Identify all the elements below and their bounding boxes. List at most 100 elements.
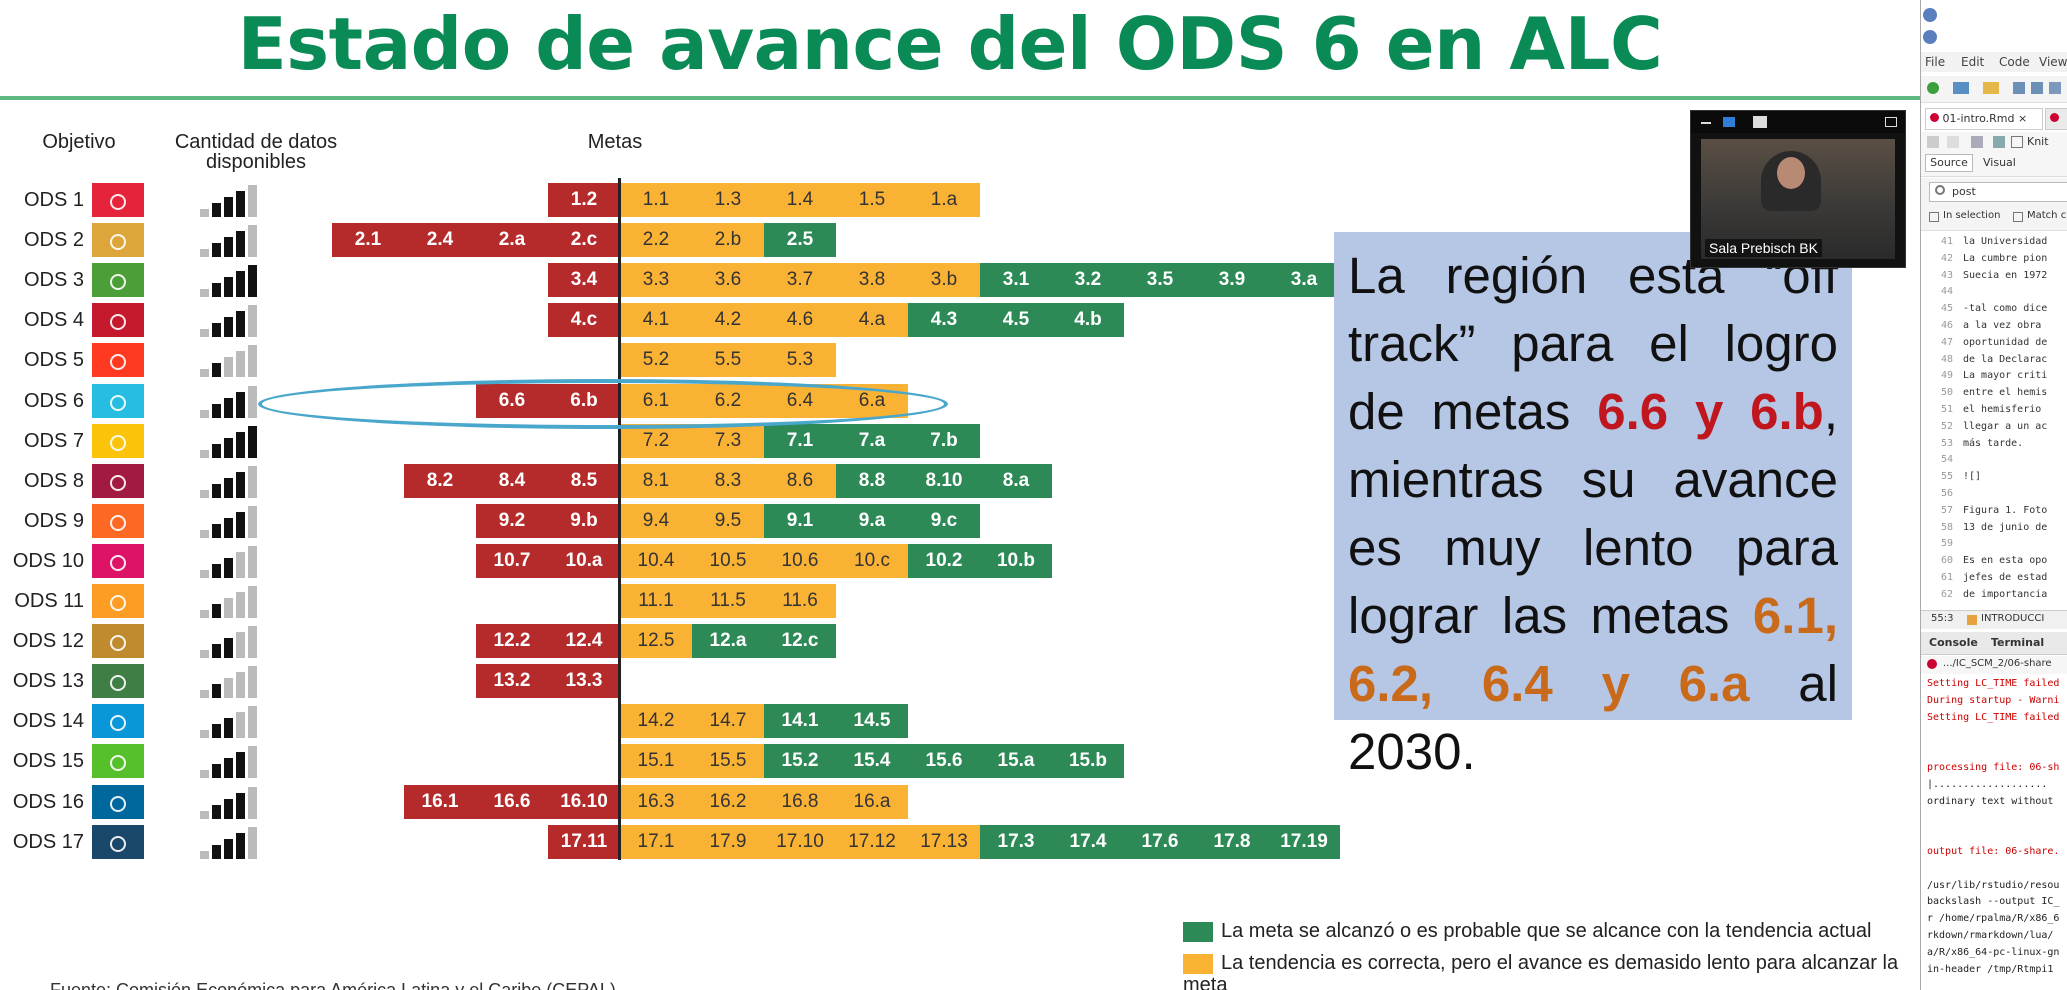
target-on-track: 8.a (980, 464, 1052, 498)
section-label[interactable]: INTRODUCCI (1981, 613, 2045, 624)
menu-edit[interactable]: Edit (1961, 55, 1985, 69)
minimize-icon[interactable] (1701, 122, 1711, 124)
visual-mode-button[interactable]: Visual (1983, 156, 2016, 169)
data-availability-bars-icon (200, 825, 262, 859)
availability-bar (212, 404, 221, 418)
availability-bar (200, 851, 209, 859)
code-line[interactable]: jefes de estad (1963, 572, 2048, 583)
fullscreen-icon[interactable] (1753, 116, 1767, 128)
target-on-track: 4.b (1052, 303, 1124, 337)
sdg-symbol-icon (110, 314, 126, 330)
line-number: 45 (1940, 303, 1953, 315)
ods-label: ODS 13 (12, 670, 84, 692)
target-slow-progress: 1.3 (692, 183, 764, 217)
code-line[interactable]: a la vez obra (1963, 320, 2042, 331)
target-off-track: 8.5 (548, 464, 620, 498)
target-on-track: 15.4 (836, 744, 908, 778)
target-off-track: 16.10 (548, 785, 620, 819)
code-line[interactable]: ![] (1963, 471, 1982, 483)
target-slow-progress: 1.a (908, 183, 980, 217)
availability-bar (248, 345, 257, 377)
availability-bar (200, 690, 209, 698)
code-line[interactable]: más tarde. (1963, 437, 2024, 449)
target-on-track: 9.c (908, 504, 980, 538)
tab-close-icon[interactable]: × (2017, 112, 2028, 125)
ods-label: ODS 17 (12, 831, 84, 853)
code-line[interactable]: el hemisferio (1963, 404, 2042, 415)
code-line[interactable]: 13 de junio de (1963, 521, 2048, 533)
tab-01-intro[interactable]: 01-intro.Rmd × (1925, 108, 2043, 130)
code-line[interactable]: La cumbre pion (1963, 252, 2048, 264)
code-line[interactable]: Es en esta opo (1963, 555, 2048, 567)
availability-bar (224, 438, 233, 458)
target-slow-progress: 17.1 (620, 825, 692, 859)
save-all-icon[interactable] (2031, 82, 2043, 94)
code-line[interactable]: la Universidad (1963, 236, 2048, 247)
show-in-window-icon[interactable] (1971, 136, 1983, 148)
ods-label: ODS 3 (23, 269, 84, 291)
code-line[interactable]: de importancia (1963, 588, 2048, 600)
target-on-track: 3.9 (1196, 263, 1268, 297)
source-mode-button[interactable]: Source (1925, 154, 1973, 172)
in-selection-checkbox[interactable] (1929, 212, 1939, 222)
legend-orange-swatch (1183, 953, 1213, 974)
target-on-track: 9.1 (764, 504, 836, 538)
availability-bar (200, 289, 209, 297)
tab-console[interactable]: Console (1929, 636, 1978, 649)
code-line[interactable]: Figura 1. Foto (1963, 504, 2048, 516)
code-line[interactable]: -tal como dice (1963, 303, 2048, 315)
code-line[interactable]: Suecia en 1972 (1963, 269, 2048, 281)
r-logo-icon[interactable] (1923, 8, 1937, 22)
open-folder-icon[interactable] (1983, 82, 1999, 94)
menu-file[interactable]: File (1925, 55, 1946, 69)
menu-code[interactable]: Code (1999, 55, 2030, 69)
match-case-checkbox[interactable] (2013, 212, 2023, 222)
line-number: 56 (1940, 488, 1953, 499)
availability-bar (236, 632, 245, 658)
print-icon[interactable] (2049, 82, 2061, 94)
target-slow-progress: 4.6 (764, 303, 836, 337)
tab-second-file[interactable] (2045, 108, 2067, 130)
code-line[interactable]: entre el hemis (1963, 387, 2048, 399)
knit-label[interactable]: Knit (2027, 135, 2049, 148)
data-availability-bars-icon (200, 303, 262, 337)
sdg-symbol-icon (110, 395, 126, 411)
expand-icon[interactable] (1885, 117, 1897, 127)
rstudio-menubar: File Edit Code View (1921, 52, 2067, 72)
availability-bar (200, 730, 209, 738)
new-file-icon[interactable] (1927, 82, 1939, 94)
editor-save-icon[interactable] (1993, 136, 2005, 148)
window-icon[interactable] (1723, 117, 1735, 127)
target-off-track: 13.3 (548, 664, 620, 698)
target-off-track: 10.7 (476, 544, 548, 578)
code-line[interactable]: La mayor criti (1963, 370, 2048, 382)
availability-bar (248, 546, 257, 578)
line-number: 42 (1940, 252, 1953, 264)
tab-terminal[interactable]: Terminal (1991, 636, 2045, 649)
console-line: in-header /tmp/Rtmpi1 (1927, 963, 2054, 975)
new-project-icon[interactable] (1953, 82, 1969, 94)
knit-checkbox[interactable] (2011, 136, 2023, 148)
video-overlay[interactable]: Sala Prebisch BK (1690, 110, 1906, 268)
line-number: 60 (1940, 555, 1953, 567)
forward-arrow-icon[interactable] (1947, 136, 1959, 148)
callout-box: La región esta “off track” para el logro… (1334, 232, 1852, 780)
code-line[interactable]: oportunidad de (1963, 336, 2048, 348)
find-input[interactable]: post (1929, 182, 2067, 202)
availability-bar (248, 225, 257, 257)
menu-view[interactable]: View (2039, 55, 2067, 69)
code-line[interactable]: de la Declarac (1963, 353, 2048, 365)
code-line[interactable]: llegar a un ac (1963, 420, 2048, 432)
target-slow-progress: 4.1 (620, 303, 692, 337)
back-arrow-icon[interactable] (1927, 136, 1939, 148)
console-line: Setting LC_TIME failed (1927, 711, 2060, 723)
availability-bar (236, 271, 245, 297)
ods-label: ODS 8 (23, 470, 84, 492)
r-session-icon[interactable] (1923, 30, 1937, 44)
line-number: 59 (1940, 538, 1953, 550)
save-icon[interactable] (2013, 82, 2025, 94)
target-slow-progress: 12.5 (620, 624, 692, 658)
availability-bar (200, 770, 209, 778)
ods6-highlight-ellipse (258, 379, 948, 429)
target-slow-progress: 17.10 (764, 825, 836, 859)
